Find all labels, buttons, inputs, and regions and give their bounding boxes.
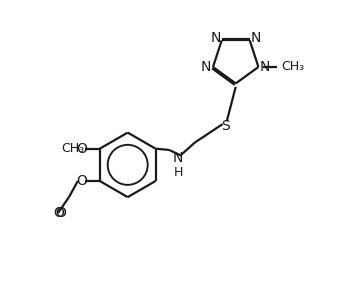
Text: H: H	[173, 166, 183, 179]
Text: S: S	[222, 118, 230, 133]
Text: CH₃: CH₃	[61, 142, 84, 155]
Text: O: O	[76, 142, 87, 156]
Text: N: N	[260, 60, 270, 74]
Text: N: N	[173, 151, 184, 165]
Text: N: N	[251, 30, 261, 45]
Text: O: O	[55, 206, 66, 220]
Text: O: O	[54, 206, 64, 220]
Text: O: O	[76, 174, 87, 188]
Text: N: N	[201, 60, 211, 74]
Text: N: N	[210, 30, 221, 45]
Text: CH₃: CH₃	[281, 61, 304, 74]
